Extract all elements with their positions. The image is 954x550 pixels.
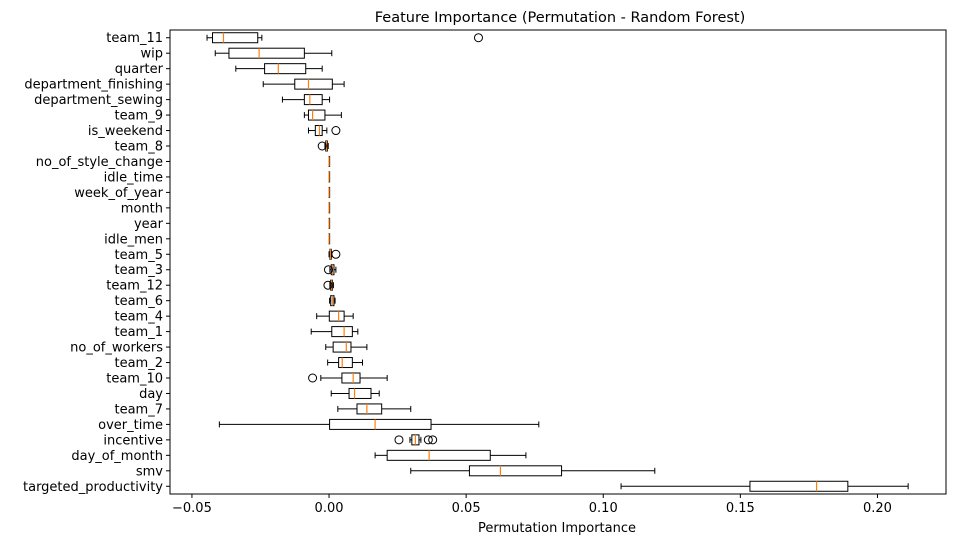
y-tick-label: team_4 [115, 310, 164, 325]
box [468, 465, 563, 477]
y-tick-label: team_3 [115, 263, 164, 278]
x-tick-label: 0.00 [315, 501, 344, 516]
y-tick-label: week_of_year [74, 186, 163, 201]
box [338, 357, 353, 369]
box [328, 310, 345, 322]
y-tick-label: team_10 [106, 372, 163, 387]
box [303, 94, 323, 106]
box [212, 32, 259, 44]
y-tick-label: over_time [98, 418, 163, 433]
outlier-point [323, 280, 333, 290]
box [341, 372, 361, 384]
chart-title: Feature Importance (Permutation - Random… [375, 10, 746, 26]
plot-area: −0.05 0.00 0.05 0.10 0.15 0.20 team_11wipquart… [23, 29, 947, 516]
y-tick-label: month [121, 201, 163, 216]
x-tick-label: 0.15 [726, 501, 755, 516]
y-tick-label: team_1 [115, 325, 164, 340]
x-tick-label: 0.10 [589, 501, 618, 516]
y-tick-label: team_6 [115, 294, 164, 309]
outlier-point [423, 435, 433, 445]
box [329, 418, 432, 430]
outlier-point [317, 141, 327, 151]
y-tick-label: targeted_productivity [23, 480, 163, 495]
y-tick-label: team_7 [115, 402, 164, 417]
outlier-point [331, 249, 341, 259]
y-tick-label: day [139, 387, 163, 402]
y-tick-label: team_11 [106, 31, 163, 46]
y-tick-label: department_sewing [34, 93, 163, 108]
box [331, 326, 353, 338]
y-tick-label: team_8 [115, 140, 164, 155]
outlier-point [308, 373, 318, 383]
y-tick-label: idle_men [104, 232, 163, 247]
y-tick-label: is_weekend [88, 124, 163, 139]
y-tick-label: no_of_workers [70, 341, 163, 356]
y-tick-label: year [134, 217, 164, 232]
outlier-point [331, 126, 341, 136]
y-tick-label: wip [141, 47, 164, 62]
x-tick-label: 0.20 [863, 501, 892, 516]
y-tick-label: quarter [115, 62, 164, 77]
plot-frame [169, 29, 947, 495]
box [749, 480, 849, 492]
y-tick-label: team_9 [115, 109, 164, 124]
outlier-point [394, 435, 404, 445]
y-tick-label: team_12 [106, 279, 163, 294]
y-tick-label: smv [136, 464, 163, 479]
outlier-point [323, 265, 333, 275]
x-tick-label: 0.05 [452, 501, 481, 516]
x-axis-label: Permutation Importance [478, 521, 636, 536]
outlier-point [473, 33, 483, 43]
outlier-point [428, 435, 438, 445]
box [386, 449, 491, 461]
box [332, 341, 352, 353]
box [348, 387, 372, 399]
box [228, 47, 305, 59]
box [314, 125, 323, 137]
y-tick-label: day_of_month [71, 449, 163, 464]
box [294, 78, 333, 90]
y-tick-label: idle_time [104, 170, 163, 185]
y-tick-label: team_5 [115, 248, 164, 263]
y-tick-label: department_finishing [24, 78, 163, 93]
y-tick-label: incentive [103, 433, 163, 448]
box [356, 403, 383, 415]
box [307, 109, 326, 121]
y-tick-label: no_of_style_change [36, 155, 163, 170]
x-tick-label: −0.05 [172, 501, 212, 516]
y-tick-label: team_2 [115, 356, 164, 371]
box [264, 63, 307, 75]
